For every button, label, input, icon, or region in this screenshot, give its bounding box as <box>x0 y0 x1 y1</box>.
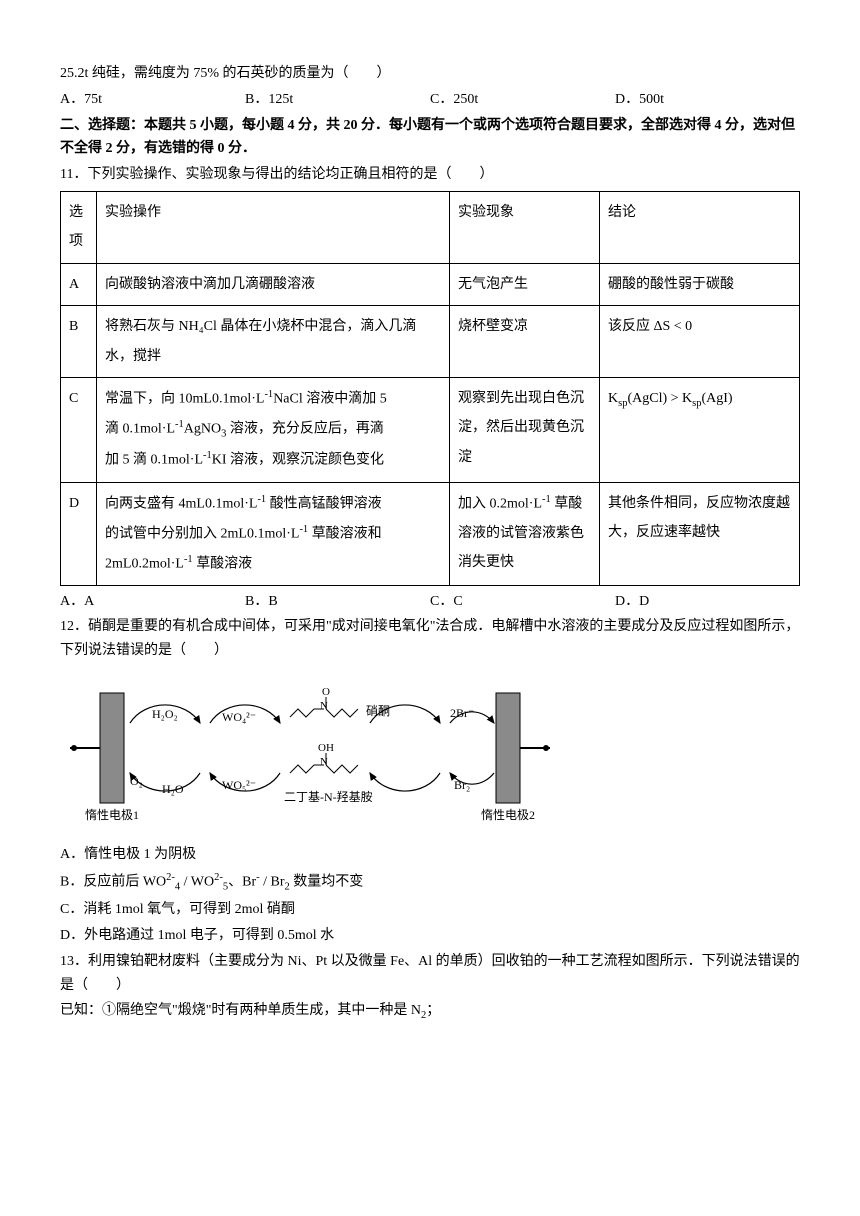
cell-a-op: 向碳酸钠溶液中滴加几滴硼酸溶液 <box>97 263 450 305</box>
q-top-options: A．75t B．125t C．250t D．500t <box>60 88 800 112</box>
q12-opt-d: D．外电路通过 1mol 电子，可得到 0.5mol 水 <box>60 924 800 948</box>
table-row-b: B 将熟石灰与 NH₄Cl 晶体在小烧杯中混合，滴入几滴水，搅拌 烧杯壁变凉 该… <box>61 306 800 378</box>
electrolysis-diagram-svg: 惰性电极1 惰性电极2 H₂O₂ O₂ H₂O WO₄²⁻ WO₅²⁻ O N … <box>70 673 550 833</box>
cell-a-opt: A <box>61 263 97 305</box>
svg-text:OH: OH <box>318 742 334 754</box>
th-opt: 选项 <box>61 191 97 263</box>
cell-d-op: 向两支盛有 4mL0.1mol·L-1 酸性高锰酸钾溶液 的试管中分别加入 2m… <box>97 482 450 585</box>
table-row-d: D 向两支盛有 4mL0.1mol·L-1 酸性高锰酸钾溶液 的试管中分别加入 … <box>61 482 800 585</box>
q11-choice-c: C．C <box>430 590 615 614</box>
cell-c-ph: 观察到先出现白色沉淀，然后出现黄色沉淀 <box>450 377 600 482</box>
cell-a-ph: 无气泡产生 <box>450 263 600 305</box>
cell-d-ph: 加入 0.2mol·L-1 草酸溶液的试管溶液紫色消失更快 <box>450 482 600 585</box>
q12-stem: 12．硝酮是重要的有机合成中间体，可采用"成对间接电氧化"法合成．电解槽中水溶液… <box>60 615 800 663</box>
th-ph: 实验现象 <box>450 191 600 263</box>
q12b-m2: 、Br <box>228 875 256 890</box>
q-top-stem: 25.2t 纯硅，需纯度为 75% 的石英砂的质量为（ ） <box>60 62 800 86</box>
cell-b-op-chem: NH₄Cl <box>179 319 217 334</box>
c-op2-pre: 滴 0.1mol·L <box>105 422 175 437</box>
d-op3-pre: 2mL0.2mol·L <box>105 556 184 571</box>
cell-d-opt: D <box>61 482 97 585</box>
cell-b-ph: 烧杯壁变凉 <box>450 306 600 378</box>
d-ph-pre: 加入 0.2mol·L <box>458 496 542 511</box>
svg-text:WO₄²⁻: WO₄²⁻ <box>222 710 256 724</box>
cell-b-opt: B <box>61 306 97 378</box>
svg-text:N: N <box>320 756 328 768</box>
c-op1-pre: 常温下，向 10mL0.1mol·L <box>105 392 264 407</box>
svg-text:N: N <box>320 700 328 712</box>
table-header-row: 选项 实验操作 实验现象 结论 <box>61 191 800 263</box>
q12-opt-b: B．反应前后 WO2-4 / WO2-5、Br- / Br2 数量均不变 <box>60 869 800 896</box>
q13-known-pre: 已知：①隔绝空气"煅烧"时有两种单质生成，其中一种是 N <box>60 1003 421 1018</box>
electrode2-label: 惰性电极2 <box>481 808 535 822</box>
q12b-m3: / Br <box>260 875 285 890</box>
q12b-pre: B．反应前后 WO <box>60 875 166 890</box>
c-op2-mid: AgNO <box>184 422 221 437</box>
q12b-m1: / WO <box>180 875 214 890</box>
svg-text:H₂O: H₂O <box>162 782 184 796</box>
q-top-opt-c: C．250t <box>430 88 615 112</box>
d-op1-pre: 向两支盛有 4mL0.1mol·L <box>105 496 257 511</box>
svg-text:二丁基-N-羟基胺: 二丁基-N-羟基胺 <box>284 789 373 804</box>
d-op2-post: 草酸溶液和 <box>308 526 382 541</box>
svg-text:H₂O₂: H₂O₂ <box>152 707 178 721</box>
q11-choice-a: A．A <box>60 590 245 614</box>
q12-diagram: 惰性电极1 惰性电极2 H₂O₂ O₂ H₂O WO₄²⁻ WO₅²⁻ O N … <box>70 673 800 833</box>
q12-opt-a: A．惰性电极 1 为阴极 <box>60 843 800 867</box>
cell-b-con: 该反应 ΔS < 0 <box>600 306 800 378</box>
section-2-title: 二、选择题：本题共 5 小题，每小题 4 分，共 20 分．每小题有一个或两个选… <box>60 114 800 162</box>
th-op: 实验操作 <box>97 191 450 263</box>
q-top-opt-d: D．500t <box>615 88 800 112</box>
c-op3-pre: 加 5 滴 0.1mol·L <box>105 453 203 468</box>
svg-text:WO₅²⁻: WO₅²⁻ <box>222 778 256 792</box>
c-op1-post: NaCl 溶液中滴加 5 <box>273 392 387 407</box>
q11-choice-b: B．B <box>245 590 430 614</box>
c-op2-post: 溶液，充分反应后，再滴 <box>226 422 384 437</box>
c-con-mid2: (AgI) <box>701 391 732 406</box>
svg-text:硝酮: 硝酮 <box>366 704 390 718</box>
svg-text:O: O <box>322 686 330 698</box>
c-con-mid1: (AgCl) > K <box>627 391 692 406</box>
th-con: 结论 <box>600 191 800 263</box>
table-row-a: A 向碳酸钠溶液中滴加几滴硼酸溶液 无气泡产生 硼酸的酸性弱于碳酸 <box>61 263 800 305</box>
q-top-opt-b: B．125t <box>245 88 430 112</box>
q11-table: 选项 实验操作 实验现象 结论 A 向碳酸钠溶液中滴加几滴硼酸溶液 无气泡产生 … <box>60 191 800 586</box>
cell-c-opt: C <box>61 377 97 482</box>
svg-text:O₂: O₂ <box>130 774 143 788</box>
electrode1-label: 惰性电极1 <box>85 808 139 822</box>
c-op3-post: KI 溶液，观察沉淀颜色变化 <box>212 453 384 468</box>
d-op2-pre: 的试管中分别加入 2mL0.1mol·L <box>105 526 299 541</box>
d-op1-post: 酸性高锰酸钾溶液 <box>266 496 382 511</box>
q11-choice-d: D．D <box>615 590 800 614</box>
q13-stem: 13．利用镍铂靶材废料（主要成分为 Ni、Pt 以及微量 Fe、Al 的单质）回… <box>60 950 800 998</box>
q13-known-post: ； <box>426 1003 440 1018</box>
q12-opt-c: C．消耗 1mol 氧气，可得到 2mol 硝酮 <box>60 898 800 922</box>
q11-stem: 11．下列实验操作、实验现象与得出的结论均正确且相符的是（ ） <box>60 163 800 187</box>
c-con-pre: K <box>608 391 618 406</box>
cell-c-op: 常温下，向 10mL0.1mol·L-1NaCl 溶液中滴加 5 滴 0.1mo… <box>97 377 450 482</box>
cell-c-con: Ksp(AgCl) > Ksp(AgI) <box>600 377 800 482</box>
q13-known: 已知：①隔绝空气"煅烧"时有两种单质生成，其中一种是 N2； <box>60 999 800 1025</box>
d-op3-post: 草酸溶液 <box>193 556 253 571</box>
q11-choices: A．A B．B C．C D．D <box>60 590 800 614</box>
cell-b-op-pre: 将熟石灰与 <box>105 319 179 334</box>
cell-a-con: 硼酸的酸性弱于碳酸 <box>600 263 800 305</box>
svg-text:2Br⁻: 2Br⁻ <box>450 706 474 720</box>
cell-b-op: 将熟石灰与 NH₄Cl 晶体在小烧杯中混合，滴入几滴水，搅拌 <box>97 306 450 378</box>
svg-text:Br₂: Br₂ <box>454 778 470 792</box>
table-row-c: C 常温下，向 10mL0.1mol·L-1NaCl 溶液中滴加 5 滴 0.1… <box>61 377 800 482</box>
q-top-opt-a: A．75t <box>60 88 245 112</box>
q12b-post: 数量均不变 <box>290 875 364 890</box>
cell-d-con: 其他条件相同，反应物浓度越大，反应速率越快 <box>600 482 800 585</box>
